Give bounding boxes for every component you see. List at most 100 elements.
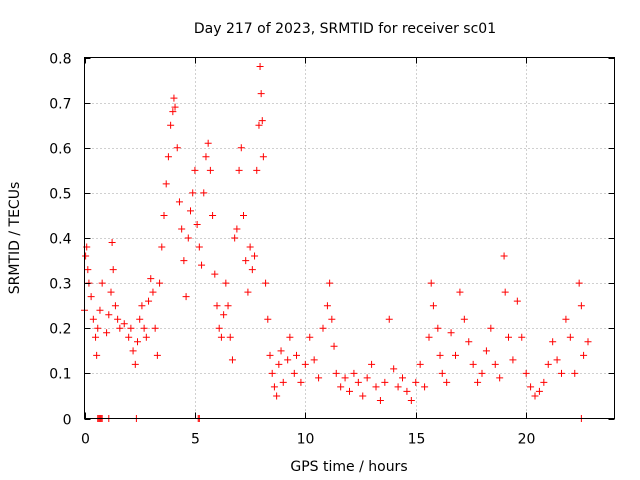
data-point-marker: [438, 369, 446, 377]
data-point-marker: [105, 311, 113, 319]
data-point-marker: [421, 383, 429, 391]
data-point-marker: [522, 369, 530, 377]
data-point-marker: [575, 279, 583, 287]
data-point-marker: [134, 338, 141, 346]
data-point-marker: [509, 356, 517, 364]
data-point-marker: [452, 351, 459, 359]
data-point-marker: [233, 225, 241, 233]
data-point-marker: [577, 302, 585, 310]
data-point-marker: [354, 378, 362, 386]
data-point-marker: [465, 338, 473, 346]
data-point-marker: [171, 103, 179, 111]
data-point-marker: [277, 347, 285, 355]
data-point-marker: [443, 378, 451, 386]
x-axis-title: GPS time / hours: [290, 459, 407, 475]
data-point-marker: [416, 360, 424, 368]
data-point-marker: [531, 392, 539, 400]
data-point-marker: [275, 360, 283, 368]
data-point-marker: [474, 378, 482, 386]
data-point-marker: [253, 166, 261, 174]
data-point-marker: [540, 378, 548, 386]
data-point-marker: [549, 338, 557, 346]
data-point-marker: [213, 302, 221, 310]
data-point-marker: [255, 121, 263, 129]
data-point-marker: [337, 383, 345, 391]
data-point-marker: [259, 153, 267, 161]
y-tick-label: 0.3: [49, 277, 71, 293]
data-point-marker: [164, 153, 172, 161]
data-point-marker: [167, 121, 175, 129]
data-point-marker: [224, 302, 232, 310]
data-point-marker: [390, 365, 398, 373]
data-point-marker: [270, 383, 278, 391]
data-point-marker: [266, 351, 274, 359]
data-point-marker: [359, 392, 367, 400]
data-point-marker: [108, 239, 116, 247]
grid-layer: [84, 57, 615, 419]
data-point-marker: [447, 329, 455, 337]
data-point-marker: [262, 279, 270, 287]
data-point-marker: [235, 166, 243, 174]
data-point-marker: [173, 144, 181, 152]
y-axis-title: SRMTID / TECUs: [7, 182, 23, 295]
data-point-marker: [496, 374, 504, 382]
data-point-marker: [147, 275, 155, 283]
x-tick-label: 0: [81, 432, 90, 448]
data-point-marker: [162, 180, 170, 188]
data-point-marker: [284, 356, 292, 364]
y-tick-label: 0.2: [49, 322, 71, 338]
data-point-marker: [87, 293, 95, 301]
x-tick-label: 20: [518, 432, 536, 448]
data-point-marker: [84, 266, 92, 274]
y-tick-label: 0.6: [49, 142, 71, 158]
data-point-marker: [209, 211, 217, 219]
data-point-marker: [204, 139, 212, 147]
data-point-marker: [319, 324, 327, 332]
data-point-marker: [237, 144, 245, 152]
data-point-marker: [149, 288, 157, 296]
data-point-marker: [257, 90, 265, 98]
data-point-marker: [160, 211, 168, 219]
data-point-marker: [96, 306, 104, 314]
data-point-marker: [535, 387, 543, 395]
y-tick-label: 0.8: [49, 52, 71, 68]
data-point-marker: [456, 288, 464, 296]
data-point-marker: [184, 234, 192, 242]
data-point-marker: [381, 378, 389, 386]
data-point-marker: [544, 360, 552, 368]
y-tick-label: 0.4: [49, 232, 71, 248]
data-point-marker: [182, 293, 190, 301]
data-point-marker: [217, 333, 225, 341]
data-point-marker: [175, 198, 183, 206]
data-point-marker: [156, 279, 164, 287]
data-point-marker: [403, 387, 411, 395]
data-point-marker: [246, 243, 254, 251]
data-point-marker: [169, 108, 177, 116]
data-point-marker: [256, 63, 264, 71]
y-tick-label: 0: [63, 413, 72, 429]
data-point-marker: [301, 360, 309, 368]
axis-layer: 0 0.1 0.2 0.3 0.4 0.5 0.6 0.7 0.8 0 5 10 15 20: [49, 52, 615, 448]
data-point-marker: [328, 315, 336, 323]
data-point-marker: [109, 266, 117, 274]
data-point-marker: [513, 297, 521, 305]
data-point-marker: [198, 261, 206, 269]
data-point-marker: [264, 315, 272, 323]
data-point-marker: [469, 360, 477, 368]
data-point-marker: [273, 392, 281, 400]
data-point-marker: [82, 252, 90, 260]
data-point-marker: [326, 279, 334, 287]
data-point-marker: [258, 117, 266, 125]
data-point-marker: [482, 347, 490, 355]
data-point-marker: [131, 360, 139, 368]
data-point-marker: [330, 342, 338, 350]
data-point-marker: [518, 333, 526, 341]
data-point-marker: [211, 270, 219, 278]
data-point-marker: [136, 315, 144, 323]
data-point-marker: [429, 302, 437, 310]
data-point-marker: [478, 369, 486, 377]
data-point-marker: [180, 257, 188, 265]
data-point-marker: [127, 324, 135, 332]
data-point-marker: [436, 351, 444, 359]
data-point-marker: [427, 279, 435, 287]
